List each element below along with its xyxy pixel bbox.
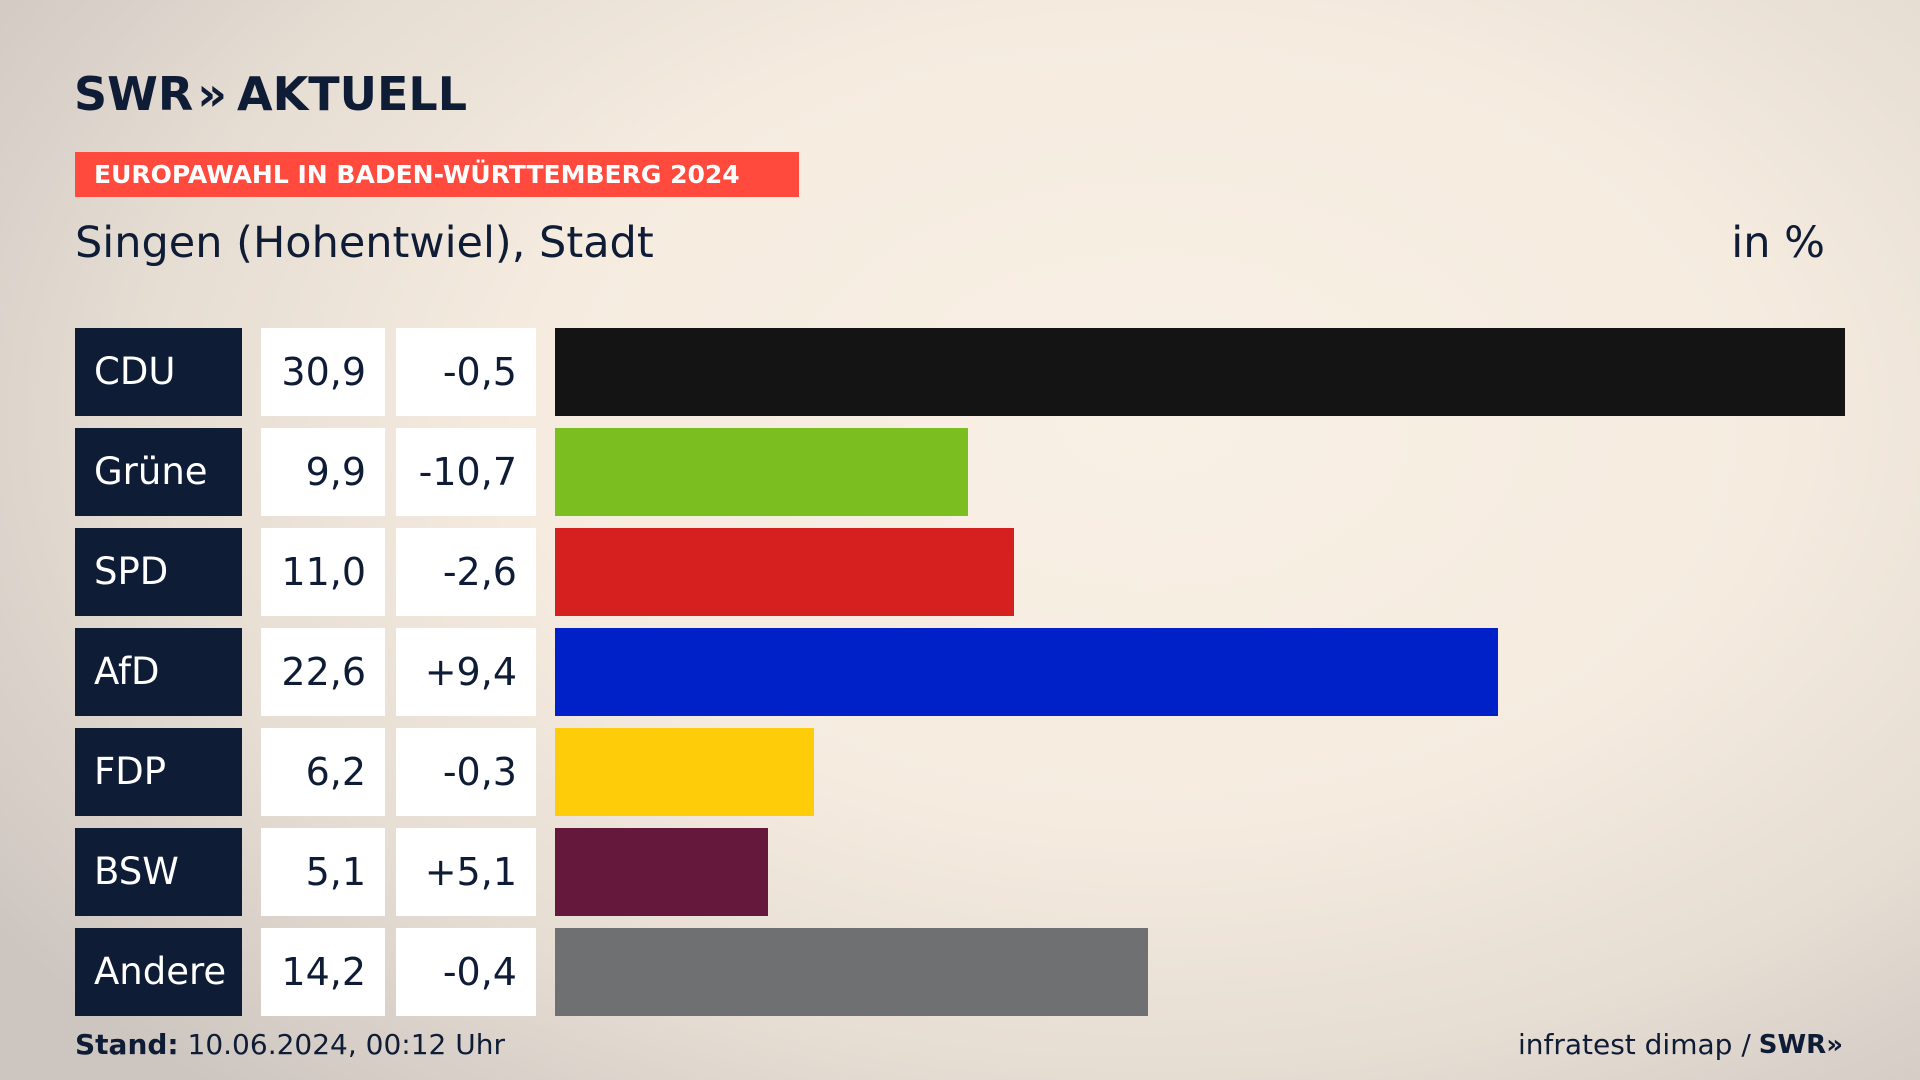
vote-share-value: 11,0 bbox=[261, 528, 385, 616]
stand-label: Stand: bbox=[75, 1028, 179, 1061]
kicker-banner: EUROPAWAHL IN BADEN-WÜRTTEMBERG 2024 bbox=[75, 152, 799, 197]
change-value: -0,4 bbox=[396, 928, 536, 1016]
change-value: -2,6 bbox=[396, 528, 536, 616]
result-row: CDU 30,9 -0,5 bbox=[75, 328, 1845, 416]
party-label: BSW bbox=[75, 828, 242, 916]
vote-share-value: 30,9 bbox=[261, 328, 385, 416]
chart-subtitle: Singen (Hohentwiel), Stadt bbox=[75, 218, 654, 268]
party-label: AfD bbox=[75, 628, 242, 716]
unit-label: in % bbox=[1731, 218, 1825, 268]
result-row: FDP 6,2 -0,3 bbox=[75, 728, 1845, 816]
party-label: Grüne bbox=[75, 428, 242, 516]
party-label: SPD bbox=[75, 528, 242, 616]
vote-share-value: 9,9 bbox=[261, 428, 385, 516]
result-row: Andere 14,2 -0,4 bbox=[75, 928, 1845, 1016]
change-value: -0,3 bbox=[396, 728, 536, 816]
vote-share-value: 22,6 bbox=[261, 628, 385, 716]
party-label: FDP bbox=[75, 728, 242, 816]
result-bar bbox=[555, 428, 968, 516]
result-bar bbox=[555, 728, 814, 816]
swr-mini-logo: SWR» bbox=[1758, 1029, 1843, 1060]
change-value: +5,1 bbox=[396, 828, 536, 916]
brand-product: AKTUELL bbox=[237, 67, 468, 121]
swr-aktuell-logo: SWR » AKTUELL bbox=[74, 64, 467, 124]
party-label: CDU bbox=[75, 328, 242, 416]
vote-share-value: 6,2 bbox=[261, 728, 385, 816]
vote-share-value: 5,1 bbox=[261, 828, 385, 916]
brand-chevrons-icon: » bbox=[197, 67, 228, 121]
party-label: Andere bbox=[75, 928, 242, 1016]
result-row: BSW 5,1 +5,1 bbox=[75, 828, 1845, 916]
result-bar bbox=[555, 928, 1148, 1016]
result-bar bbox=[555, 328, 1845, 416]
result-bar bbox=[555, 628, 1498, 716]
stand-value: 10.06.2024, 00:12 Uhr bbox=[187, 1028, 505, 1061]
result-row: Grüne 9,9 -10,7 bbox=[75, 428, 1845, 516]
vote-share-value: 14,2 bbox=[261, 928, 385, 1016]
source-credit: infratest dimap / SWR» bbox=[1518, 1028, 1843, 1061]
result-bar bbox=[555, 528, 1014, 616]
change-value: +9,4 bbox=[396, 628, 536, 716]
result-row: SPD 11,0 -2,6 bbox=[75, 528, 1845, 616]
timestamp: Stand: 10.06.2024, 00:12 Uhr bbox=[75, 1028, 505, 1061]
brand-name: SWR bbox=[74, 67, 194, 121]
change-value: -0,5 bbox=[396, 328, 536, 416]
source-text: infratest dimap / bbox=[1517, 1028, 1751, 1061]
change-value: -10,7 bbox=[396, 428, 536, 516]
result-bar bbox=[555, 828, 768, 916]
result-row: AfD 22,6 +9,4 bbox=[75, 628, 1845, 716]
